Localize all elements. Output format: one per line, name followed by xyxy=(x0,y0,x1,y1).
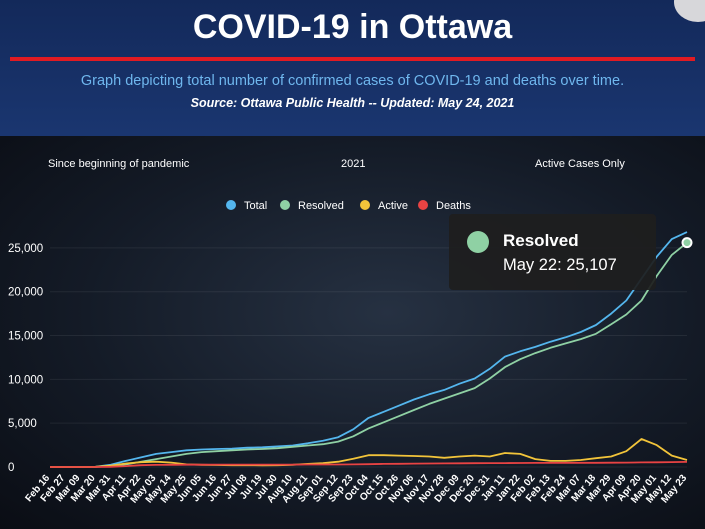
tooltip-series-name: Resolved xyxy=(503,231,579,250)
y-tick-label: 15,000 xyxy=(8,331,43,343)
option-active-only[interactable]: Active Cases Only xyxy=(535,158,625,170)
series-line-total xyxy=(50,231,688,468)
legend-dot-resolved xyxy=(280,200,290,210)
y-tick-label: 0 xyxy=(8,462,14,474)
header-banner: COVID-19 in Ottawa Graph depicting total… xyxy=(0,0,705,136)
legend-dot-deaths xyxy=(418,200,428,210)
legend-label-total: Total xyxy=(244,200,267,212)
tooltip-value: May 22: 25,107 xyxy=(503,256,617,274)
page-title: COVID-19 in Ottawa xyxy=(192,8,513,46)
series-line-resolved xyxy=(50,241,688,468)
legend-label-active: Active xyxy=(378,200,408,212)
legend-dot-total xyxy=(226,200,236,210)
tooltip-series-dot xyxy=(467,231,489,253)
legend-label-resolved: Resolved xyxy=(298,200,344,212)
title-underline xyxy=(10,57,695,61)
legend-dot-active xyxy=(360,200,370,210)
option-2021[interactable]: 2021 xyxy=(341,158,366,170)
corner-button[interactable] xyxy=(674,0,705,22)
source-line: Source: Ottawa Public Health -- Updated:… xyxy=(190,96,515,110)
option-since-beginning[interactable]: Since beginning of pandemic xyxy=(48,158,190,170)
series-line-active xyxy=(50,438,688,468)
legend-label-deaths: Deaths xyxy=(436,200,471,212)
page-subtitle: Graph depicting total number of confirme… xyxy=(80,73,625,89)
y-tick-label: 5,000 xyxy=(8,418,37,430)
series-line-deaths xyxy=(50,461,688,468)
y-tick-label: 10,000 xyxy=(8,374,43,386)
tooltip: Resolved May 22: 25,107 xyxy=(449,214,656,290)
y-tick-label: 25,000 xyxy=(8,243,43,255)
resolved-highlight-point xyxy=(681,237,693,249)
y-tick-label: 20,000 xyxy=(8,287,43,299)
